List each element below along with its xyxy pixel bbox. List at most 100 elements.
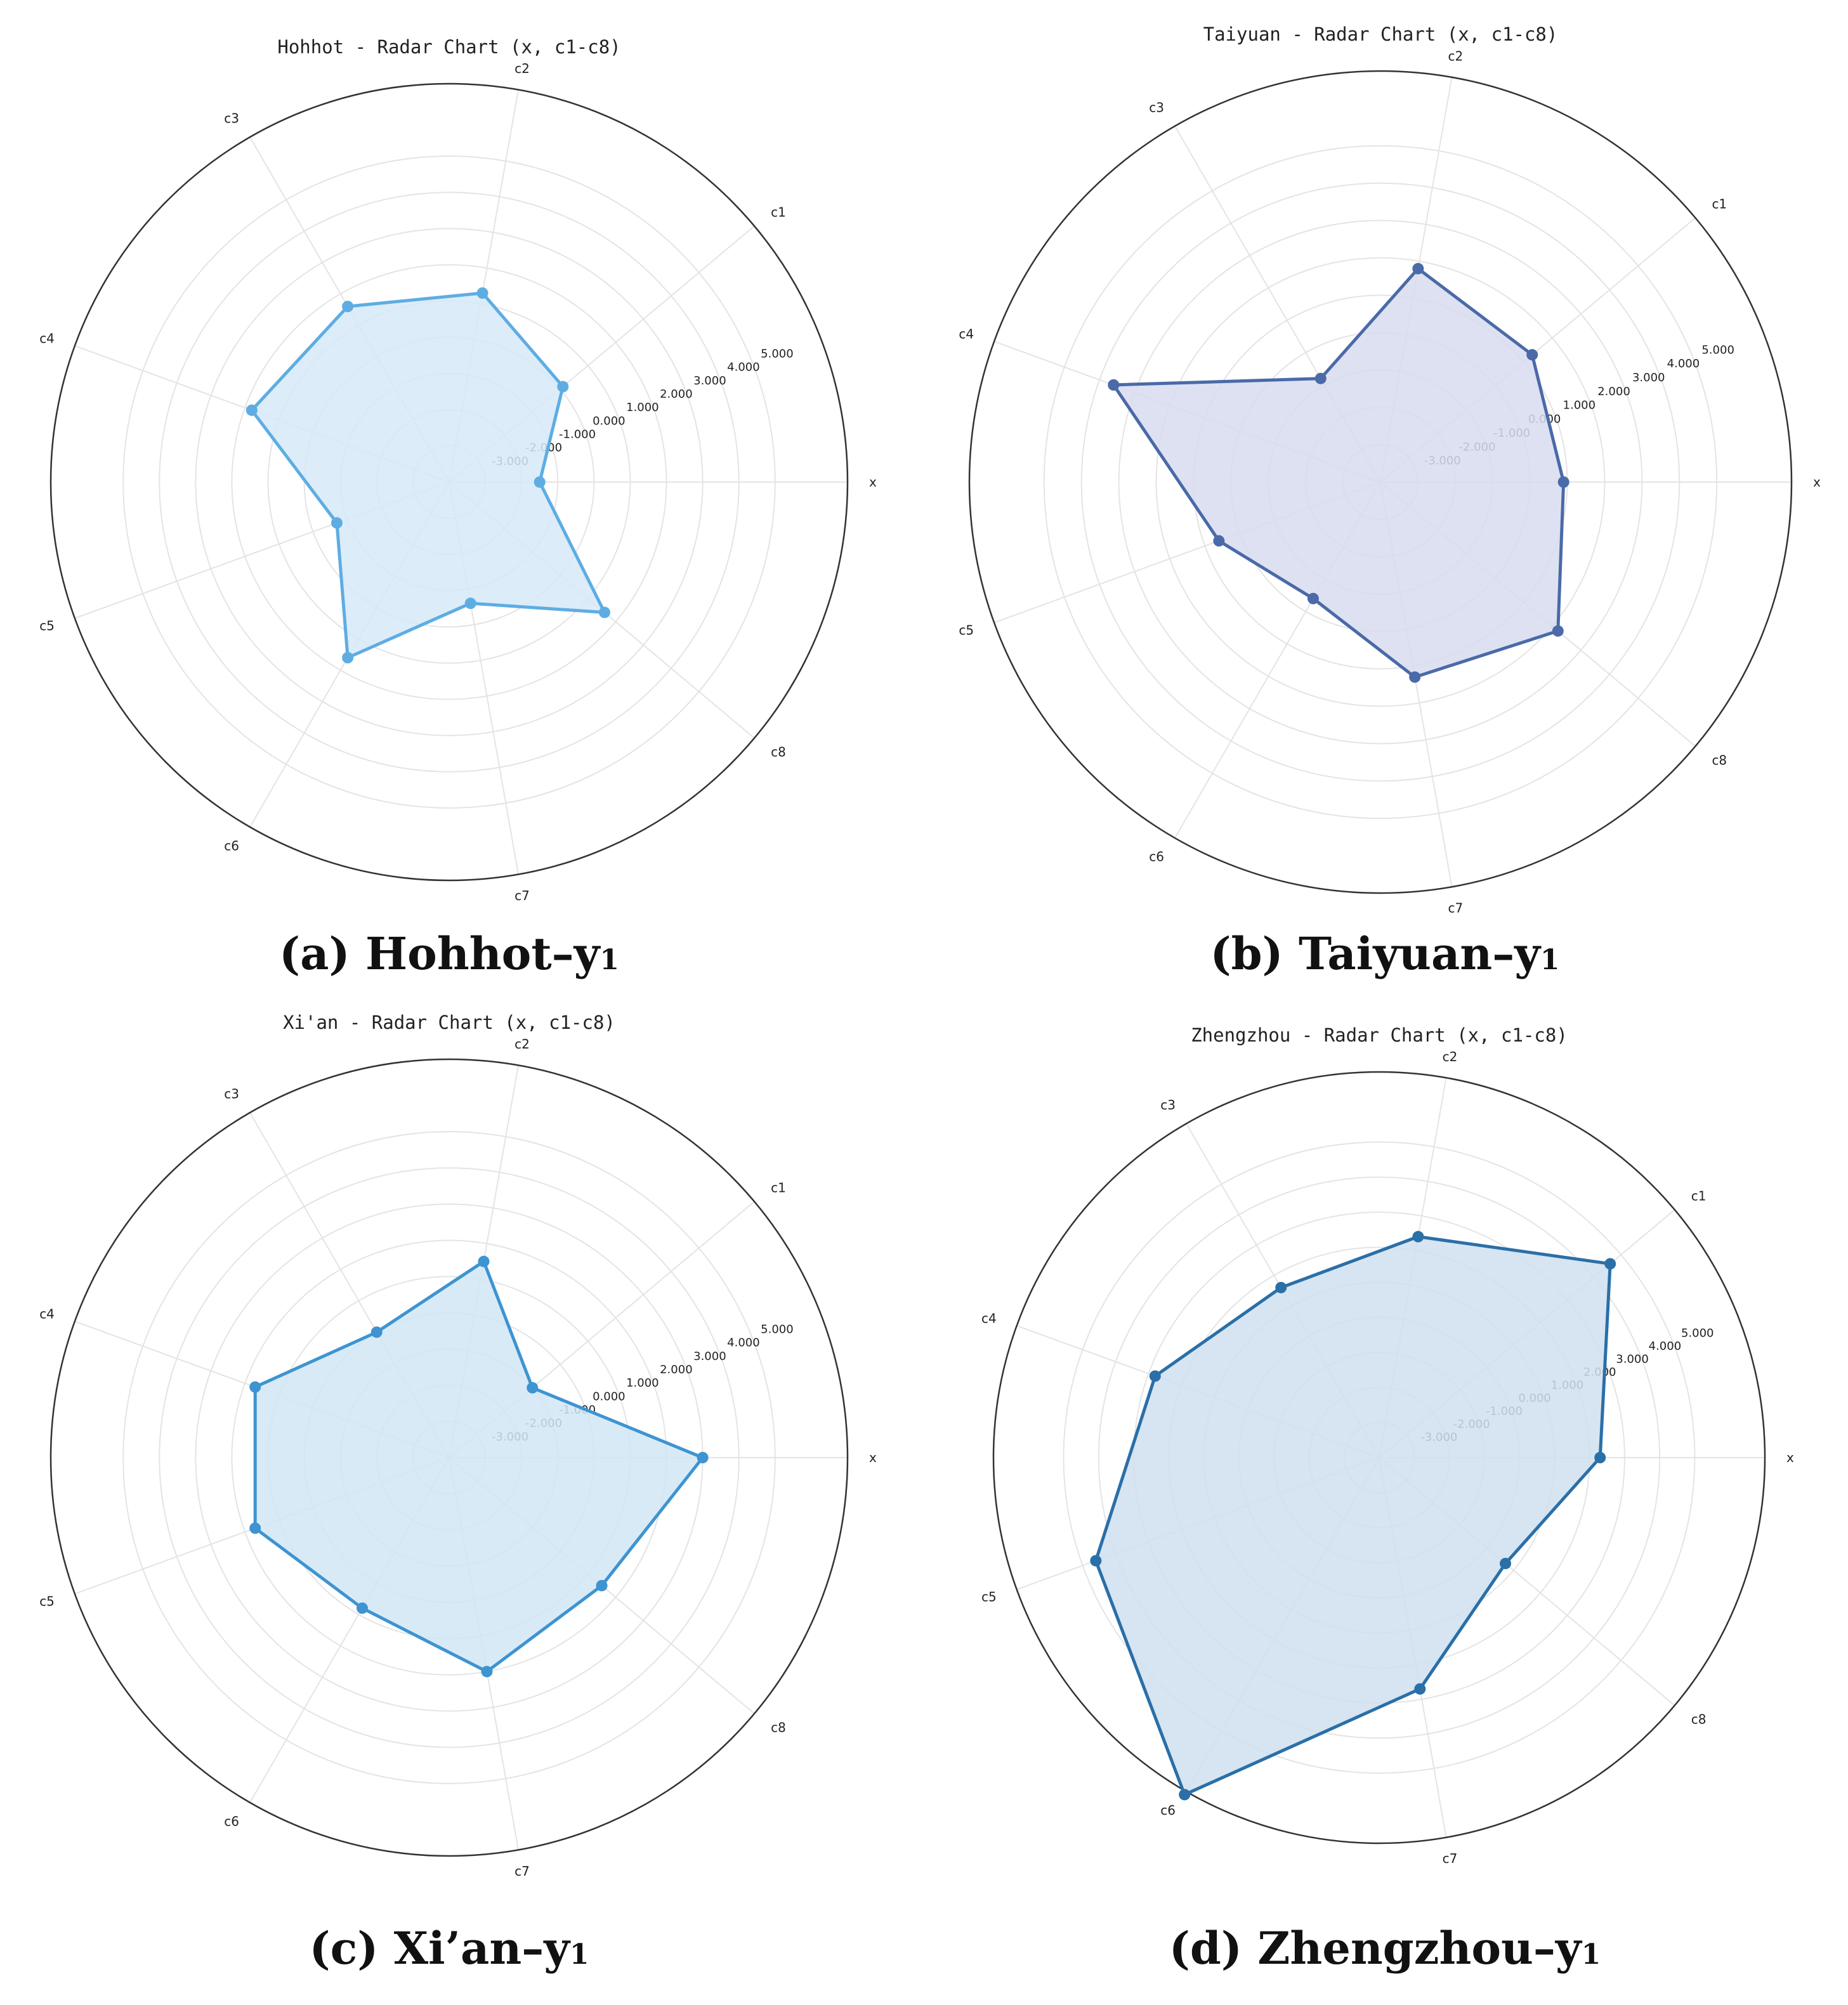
- caption-main: (b) Taiyuan–y: [1210, 927, 1540, 980]
- axis-label-x: x: [1813, 474, 1821, 490]
- tick-label: 3.000: [693, 1350, 726, 1363]
- radar-svg-zhengzhou: Zhengzhou - Radar Chart (x, c1-c8)-3.000…: [981, 1024, 1794, 1866]
- radar-chart-zhengzhou: Zhengzhou - Radar Chart (x, c1-c8)-3.000…: [924, 1002, 1848, 2005]
- caption-subscript: 1: [1581, 1938, 1601, 1971]
- axis-label-c1: c1: [771, 1180, 786, 1195]
- tick-label: 1.000: [626, 401, 659, 414]
- data-point-x: [534, 476, 546, 488]
- axis-label-c7: c7: [1443, 1851, 1458, 1866]
- radar-svg-xian: Xi'an - Radar Chart (x, c1-c8)-3.000-2.0…: [39, 1012, 877, 1879]
- caption-subscript: 1: [1540, 944, 1560, 976]
- axis-label-c3: c3: [1160, 1097, 1176, 1113]
- data-point-c6: [342, 651, 354, 663]
- caption-main: (c) Xi’an–y: [309, 1922, 570, 1975]
- caption-subscript: 1: [569, 1938, 589, 1971]
- caption-zhengzhou: (d) Zhengzhou–y1: [1084, 1922, 1686, 1975]
- axis-label-c6: c6: [224, 1813, 239, 1829]
- axis-label-x: x: [869, 1450, 877, 1465]
- tick-label: 5.000: [761, 347, 794, 360]
- axis-label-c7: c7: [1448, 901, 1464, 916]
- data-point-c4: [1149, 1370, 1161, 1382]
- tick-label: 4.000: [1649, 1340, 1682, 1353]
- tick-label: 5.000: [1701, 343, 1734, 356]
- tick-label: 2.000: [660, 1363, 693, 1376]
- tick-label: 3.000: [1632, 371, 1665, 384]
- radar-chart-hohhot: Hohhot - Radar Chart (x, c1-c8)-3.000-2.…: [0, 0, 924, 1002]
- axis-label-x: x: [1786, 1450, 1794, 1465]
- tick-label: 0.000: [593, 414, 626, 428]
- axis-label-c7: c7: [514, 1864, 530, 1879]
- chart-title: Zhengzhou - Radar Chart (x, c1-c8): [1191, 1024, 1568, 1046]
- data-point-c6: [1307, 592, 1319, 604]
- caption-xian: (c) Xi’an–y1: [195, 1922, 703, 1975]
- data-point-c3: [342, 301, 354, 313]
- axis-label-c2: c2: [1443, 1049, 1458, 1064]
- caption-main: (d) Zhengzhou–y: [1169, 1922, 1582, 1975]
- data-point-c7: [464, 598, 476, 610]
- axis-label-c8: c8: [1712, 752, 1727, 767]
- tick-label: -1.000: [559, 428, 596, 441]
- data-point-c2: [1412, 263, 1424, 275]
- data-point-c6: [1179, 1789, 1191, 1801]
- axis-label-c5: c5: [39, 1593, 55, 1609]
- axis-label-c4: c4: [39, 1307, 55, 1322]
- data-point-c1: [1604, 1258, 1616, 1270]
- caption-hohhot: (a) Hohhot–y1: [195, 927, 703, 980]
- tick-label: 2.000: [660, 388, 693, 401]
- data-point-c3: [1275, 1281, 1287, 1293]
- data-point-c3: [370, 1326, 383, 1338]
- radar-svg-hohhot: Hohhot - Radar Chart (x, c1-c8)-3.000-2.…: [39, 36, 877, 903]
- axis-label-c8: c8: [1691, 1712, 1707, 1727]
- caption-taiyuan: (b) Taiyuan–y1: [1115, 927, 1655, 980]
- data-point-c7: [1409, 671, 1421, 683]
- chart-title: Hohhot - Radar Chart (x, c1-c8): [277, 36, 620, 58]
- tick-label: 5.000: [761, 1323, 794, 1336]
- radar-chart-xian: Xi'an - Radar Chart (x, c1-c8)-3.000-2.0…: [0, 1002, 924, 2005]
- tick-label: 5.000: [1681, 1326, 1714, 1340]
- data-point-c5: [1090, 1555, 1102, 1567]
- tick-label: 1.000: [1563, 399, 1596, 412]
- data-area: [1111, 267, 1566, 679]
- tick-label: 2.000: [1597, 385, 1630, 398]
- axis-label-c2: c2: [1448, 48, 1464, 63]
- axis-label-c1: c1: [771, 204, 786, 219]
- radar-frame: [968, 70, 1793, 894]
- tick-label: 0.000: [593, 1390, 626, 1403]
- axis-label-c3: c3: [224, 1087, 239, 1102]
- data-point-c8: [1552, 625, 1564, 637]
- data-point-x: [1594, 1452, 1606, 1463]
- axis-label-c1: c1: [1691, 1188, 1707, 1203]
- radar-frame: [992, 1071, 1766, 1845]
- data-area: [1094, 1235, 1612, 1796]
- axis-label-c3: c3: [224, 111, 239, 126]
- axis-label-c4: c4: [959, 327, 974, 342]
- data-point-c8: [598, 606, 610, 618]
- caption-subscript: 1: [600, 944, 619, 976]
- data-point-c2: [1412, 1231, 1424, 1243]
- chart-title: Taiyuan - Radar Chart (x, c1-c8): [1203, 23, 1558, 45]
- chart-title: Xi'an - Radar Chart (x, c1-c8): [283, 1012, 615, 1033]
- tick-label: 1.000: [626, 1376, 659, 1390]
- axis-label-c2: c2: [514, 61, 530, 76]
- axis-label-c5: c5: [981, 1590, 997, 1605]
- axis-label-c5: c5: [959, 622, 974, 637]
- data-point-c5: [331, 517, 343, 529]
- tick-label: 4.000: [727, 1336, 760, 1350]
- axis-label-c4: c4: [39, 331, 55, 346]
- axis-label-c2: c2: [514, 1036, 530, 1052]
- data-point-c8: [1500, 1557, 1512, 1569]
- data-point-c5: [249, 1522, 261, 1534]
- data-point-c8: [596, 1579, 608, 1591]
- data-point-c7: [481, 1666, 493, 1678]
- data-point-c7: [1414, 1683, 1426, 1695]
- radar-svg-taiyuan: Taiyuan - Radar Chart (x, c1-c8)-3.000-2…: [959, 23, 1821, 916]
- axis-label-c8: c8: [771, 1720, 786, 1735]
- radar-frame: [49, 1058, 849, 1857]
- data-point-c6: [356, 1602, 368, 1614]
- data-point-c3: [1314, 372, 1327, 384]
- axis-label-c3: c3: [1149, 100, 1164, 115]
- data-point-c1: [1526, 349, 1538, 361]
- axis-label-c1: c1: [1712, 197, 1727, 212]
- axis-label-c4: c4: [981, 1310, 997, 1326]
- radar-frame: [49, 82, 849, 882]
